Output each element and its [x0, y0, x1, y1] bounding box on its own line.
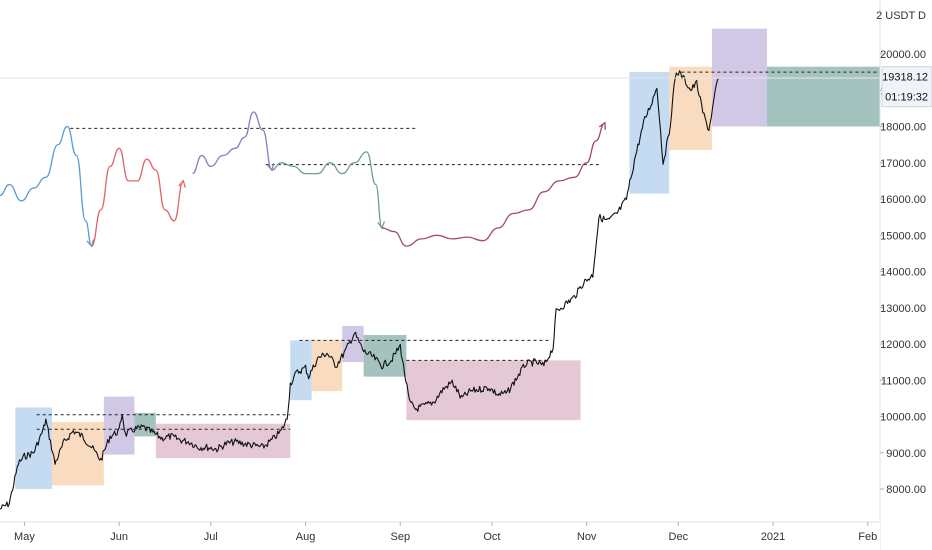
ytick-label-0: 8000.00 [886, 484, 926, 496]
projection-layer [0, 111, 606, 248]
xtick-label-2: Jul [204, 531, 218, 543]
ytick-label-5: 13000.00 [880, 303, 926, 315]
ytick-label-10: 18000.00 [880, 122, 926, 134]
xtick-label-9: Feb [858, 531, 877, 543]
xtick-label-6: Nov [577, 531, 597, 543]
xtick-label-1: Jun [110, 531, 128, 543]
price-badge-box [881, 66, 932, 108]
projection-arrow-0 [86, 239, 95, 248]
projection-path-2[interactable] [192, 111, 273, 175]
price-badge-value: 19318.12 [882, 72, 928, 84]
ytick-label-6: 14000.00 [880, 267, 926, 279]
projection-path-0[interactable] [0, 125, 93, 247]
xtick-label-7: Dec [669, 531, 689, 543]
zone-box-13[interactable] [766, 66, 880, 127]
projection-arrow-1 [178, 179, 186, 188]
currency-label[interactable]: 2 USDT D [876, 10, 926, 22]
x-axis-ticks: May Jun Jul Aug Sep Oct Nov Dec 2021 Feb [14, 522, 877, 543]
projection-path-4[interactable] [381, 122, 606, 247]
ytick-label-12: 20000.00 [880, 49, 926, 61]
zone-box-8[interactable] [363, 334, 407, 377]
projection-path-3[interactable] [271, 151, 383, 229]
xtick-label-8: 2021 [761, 531, 785, 543]
projection-arrow-4 [598, 121, 606, 130]
xtick-label-3: Aug [296, 531, 316, 543]
ytick-label-1: 9000.00 [886, 448, 926, 460]
ytick-label-9: 17000.00 [880, 158, 926, 170]
zone-box-5[interactable] [290, 340, 312, 401]
ytick-label-2: 10000.00 [880, 412, 926, 424]
x-axis-panel[interactable] [0, 522, 880, 550]
xtick-label-5: Oct [483, 531, 500, 543]
zone-box-9[interactable] [406, 360, 581, 421]
ytick-label-3: 11000.00 [881, 375, 926, 387]
zone-box-10[interactable] [629, 72, 670, 194]
levels-layer [36, 71, 880, 430]
price-badge: 19318.12 01:19:32 [881, 66, 932, 108]
price-layer [0, 70, 719, 510]
zone-box-3[interactable] [134, 412, 156, 437]
price-line[interactable] [0, 70, 719, 510]
xtick-label-4: Sep [390, 531, 410, 543]
zone-box-7[interactable] [342, 325, 364, 363]
xtick-label-0: May [14, 531, 35, 543]
price-badge-countdown: 01:19:32 [885, 92, 928, 104]
ytick-label-8: 16000.00 [880, 194, 926, 206]
y-axis-ticks: 8000.00 9000.00 10000.00 11000.00 12000.00 13… [880, 49, 926, 496]
projection-path-1[interactable] [91, 147, 184, 247]
ytick-label-4: 12000.00 [880, 339, 926, 351]
zone-box-1[interactable] [51, 421, 104, 486]
ytick-label-7: 15000.00 [880, 230, 926, 242]
zone-box-11[interactable] [669, 66, 712, 151]
